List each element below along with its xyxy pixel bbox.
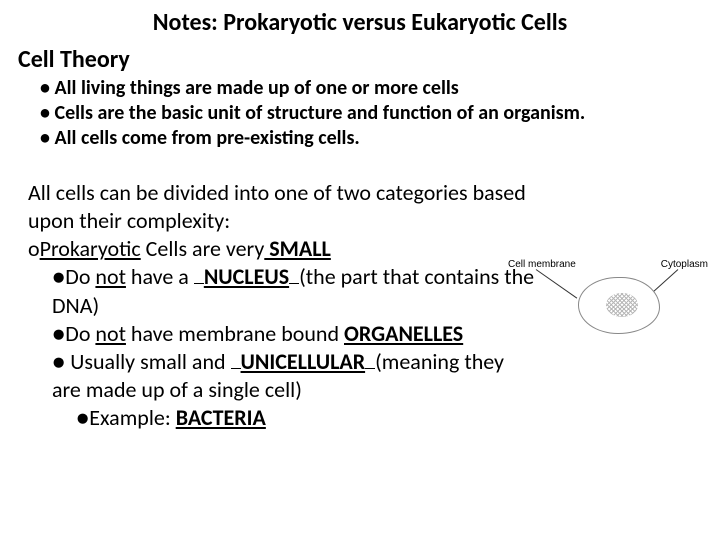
list-item-text: Cells are the basic unit of structure an… bbox=[54, 101, 585, 125]
unicellular-line2: are made up of a single cell) bbox=[28, 376, 700, 404]
section-heading: Cell Theory bbox=[0, 43, 720, 74]
intro-line: All cells can be divided into one of two… bbox=[28, 179, 700, 207]
fill-small: SMALL bbox=[264, 235, 331, 262]
text: (the part that contains the bbox=[299, 263, 534, 290]
fill-organelles: ORGANELLES bbox=[344, 320, 463, 347]
fill-nucleus: NUCLEUS bbox=[204, 263, 289, 290]
fill-unicellular: UNICELLULAR bbox=[241, 348, 366, 375]
text: (meaning they bbox=[375, 348, 504, 375]
text: Usually small and bbox=[65, 348, 230, 375]
circle-bullet: o bbox=[28, 235, 40, 262]
cell-diagram: Cell membrane Cytoplasm bbox=[508, 255, 708, 340]
diagram-line bbox=[536, 269, 578, 298]
blank bbox=[194, 283, 204, 284]
fill-bacteria: BACTERIA bbox=[176, 404, 266, 431]
text: Cells are very bbox=[141, 235, 265, 262]
list-item: • Cells are the basic unit of structure … bbox=[40, 101, 700, 126]
text: Do bbox=[65, 263, 95, 290]
blank bbox=[365, 368, 375, 369]
unicellular-line: ● Usually small and UNICELLULAR (meaning… bbox=[28, 348, 700, 376]
bullet-dot: ● bbox=[52, 320, 65, 347]
list-item-text: All cells come from pre-existing cells. bbox=[54, 126, 359, 150]
blank bbox=[231, 368, 241, 369]
not-text: not bbox=[95, 263, 126, 290]
list-item: • All cells come from pre-existing cells… bbox=[40, 126, 700, 151]
prokaryotic-label: Prokaryotic bbox=[40, 235, 141, 262]
text: have a bbox=[126, 263, 194, 290]
example-line: ●Example: BACTERIA bbox=[28, 404, 700, 432]
diagram-label-membrane: Cell membrane bbox=[508, 259, 576, 270]
list-item-text: All living things are made up of one or … bbox=[54, 76, 458, 100]
bullet-dot: ● bbox=[52, 348, 65, 375]
diagram-label-cytoplasm: Cytoplasm bbox=[661, 259, 708, 270]
list-item: • All living things are made up of one o… bbox=[40, 76, 700, 101]
blank bbox=[289, 283, 299, 284]
page-title: Notes: Prokaryotic versus Eukaryotic Cel… bbox=[0, 0, 720, 43]
text: Example: bbox=[89, 404, 175, 431]
bullet-dot: ● bbox=[76, 404, 89, 431]
intro-line: upon their complexity: bbox=[28, 207, 700, 235]
not-text: not bbox=[95, 320, 126, 347]
cell-squiggle-icon bbox=[606, 293, 638, 317]
cell-theory-list: • All living things are made up of one o… bbox=[0, 74, 720, 151]
text: have membrane bound bbox=[126, 320, 344, 347]
text: Do bbox=[65, 320, 95, 347]
bullet-dot: ● bbox=[52, 263, 65, 290]
